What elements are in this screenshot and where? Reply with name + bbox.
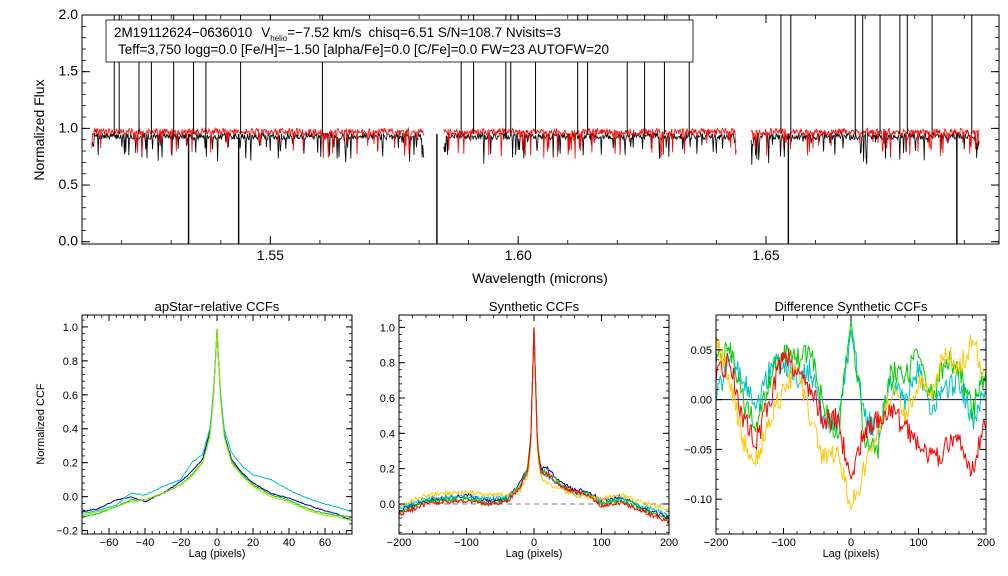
apstar-ccf-ytick-label: 0.2 xyxy=(63,458,78,470)
spectrum-frame xyxy=(81,14,1000,245)
spectrum-xtick-label: 1.55 xyxy=(257,247,284,263)
apstar-ccf-visit-3-line xyxy=(81,328,353,518)
difference-ccf-visit-3-line xyxy=(715,334,987,511)
synthetic-ccf-lines xyxy=(398,327,670,525)
spectrum-ytick-label: 1.0 xyxy=(59,119,79,135)
synthetic-ccf-xtick-label: −100 xyxy=(454,537,479,549)
legend-line-1: 2M19112624−0636010 Vhelio=−7.52 km/s chisq… xyxy=(114,25,561,43)
spectrum-axes: 1.55 1.60 1.65 0.0 0.5 1.0 1.5 2.0 xyxy=(59,6,999,263)
synthetic-ccf-ytick-label: 0.2 xyxy=(380,464,395,476)
difference-ccf-xtick-label: 200 xyxy=(977,537,995,549)
best-fit-model-line-chip-1 xyxy=(91,126,425,158)
apstar-ccf-title: apStar−relative CCFs xyxy=(155,299,280,314)
apstar-ccf-ytick-label: 1.0 xyxy=(63,322,78,334)
apstar-ccf-ytick-label: 0.6 xyxy=(63,390,78,402)
apstar-ccf-lines xyxy=(81,328,353,522)
synthetic-ccf-ytick-label: 0.6 xyxy=(380,393,395,405)
legend-stats: chisq=6.51 S/N=108.7 Nvisits=3 xyxy=(368,25,561,40)
apstar-ccf-y-label: Normalized CCF xyxy=(35,383,47,465)
difference-ccf-visit-4-line xyxy=(715,348,987,480)
apstar-ccf-xtick-label: −60 xyxy=(100,537,119,549)
difference-ccf-ytick-label: 0.00 xyxy=(691,395,712,407)
spectrum-ytick-label: 0.0 xyxy=(59,233,79,249)
legend-v-subscript: helio xyxy=(270,34,287,43)
difference-ccf-xtick-label: −100 xyxy=(771,537,796,549)
synthetic-ccf-ytick-label: 1.0 xyxy=(380,322,395,334)
best-fit-model-line-chip-3 xyxy=(750,127,980,158)
best-fit-model-line-chip-2 xyxy=(443,127,737,159)
apstar-ccf-x-label: Lag (pixels) xyxy=(189,548,246,560)
apstar-ccf-xtick-label: 0 xyxy=(214,537,220,549)
apstar-ccf-visit-4-line xyxy=(81,330,353,521)
synthetic-ccf-ytick-label: 0.0 xyxy=(380,499,395,511)
difference-ccf-axes: −200 −100 0 100 200 −0.10 −0.05 0.00 0.05 xyxy=(684,315,995,549)
spectrum-y-label: Normalized Flux xyxy=(31,79,47,180)
spectrum-ytick-label: 1.5 xyxy=(59,63,79,79)
spectrum-x-label: Wavelength (microns) xyxy=(472,270,608,286)
observed-spectrum-line-chip-2 xyxy=(443,131,737,164)
spectrum-legend: 2M19112624−0636010 Vhelio=−7.52 km/s chisq… xyxy=(105,19,694,63)
difference-ccf-x-label: Lag (pixels) xyxy=(823,548,880,560)
difference-ccf-ytick-label: −0.10 xyxy=(684,494,712,506)
spectrum-ytick-label: 0.5 xyxy=(59,176,79,192)
apstar-ccf-xtick-label: −20 xyxy=(172,537,191,549)
synthetic-ccf-ytick-label: 0.8 xyxy=(380,358,395,370)
synthetic-ccf-xtick-label: 100 xyxy=(592,537,610,549)
apstar-ccf-ytick-label: 0.8 xyxy=(63,356,78,368)
spectrum-xtick-label: 1.65 xyxy=(752,247,779,263)
apstar-ccf-xtick-label: 20 xyxy=(247,537,259,549)
legend-line-2: Teff=3,750 logg=0.0 [Fe/H]=−1.50 [alpha/… xyxy=(118,42,609,57)
synthetic-ccf-xtick-label: −200 xyxy=(387,537,412,549)
synthetic-ccf-xtick-label: 0 xyxy=(531,537,537,549)
synthetic-ccf-x-label: Lag (pixels) xyxy=(506,548,563,560)
difference-ccf-ytick-label: −0.05 xyxy=(684,444,712,456)
apstar-ccf-ytick-label: −0.2 xyxy=(56,526,78,538)
apstar-ccf-ytick-label: 0.0 xyxy=(63,492,78,504)
difference-ccf-title: Difference Synthetic CCFs xyxy=(775,299,928,314)
spectrum-xtick-label: 1.60 xyxy=(505,247,532,263)
difference-ccf-xtick-label: 0 xyxy=(848,537,854,549)
observed-spectrum-line-chip-3 xyxy=(750,131,980,165)
synthetic-ccf-title: Synthetic CCFs xyxy=(489,299,580,314)
synthetic-ccf-ytick-label: 0.4 xyxy=(380,428,395,440)
legend-v-symbol: V xyxy=(261,25,270,40)
apstar-ccf-xtick-label: 40 xyxy=(283,537,295,549)
apstar-ccf-panel: apStar−relative CCFs −60 −40 −20 0 20 40 60 −0.… xyxy=(35,299,353,560)
observed-spectrum-line-chip-1 xyxy=(91,131,425,163)
apstar-ccf-axes: −60 −40 −20 0 20 40 60 −0.2 0.0 0.2 0.4 0.6 0.8 1.0 xyxy=(56,315,352,549)
apstar-ccf-xtick-label: 60 xyxy=(319,537,331,549)
synthetic-ccf-xtick-label: 200 xyxy=(660,537,678,549)
synthetic-ccf-panel: Synthetic CCFs −200 −100 0 100 200 0.0 0.2 0.4 0… xyxy=(380,299,678,560)
difference-ccf-ytick-label: 0.05 xyxy=(691,345,712,357)
spectrum-panel: 1.55 1.60 1.65 0.0 0.5 1.0 1.5 2.0 Wavelength (… xyxy=(31,6,1000,286)
legend-star-id: 2M19112624−0636010 xyxy=(114,25,252,40)
spectrum-ytick-label: 2.0 xyxy=(59,6,79,22)
synthetic-ccf-visit-5-line xyxy=(398,327,670,525)
difference-ccf-xtick-label: −200 xyxy=(704,537,729,549)
synthetic-ccf-axes: −200 −100 0 100 200 0.0 0.2 0.4 0.6 0.8 1.0 xyxy=(380,315,678,549)
legend-v-value: =−7.52 km/s xyxy=(287,25,362,40)
apstar-ccf-ytick-label: 0.4 xyxy=(63,424,78,436)
difference-ccf-visit-1-line xyxy=(715,329,987,438)
legend-box xyxy=(105,19,694,63)
difference-ccf-xtick-label: 100 xyxy=(909,537,927,549)
difference-ccf-panel: Difference Synthetic CCFs −200 −100 0 100 20… xyxy=(684,299,995,560)
apstar-ccf-xtick-label: −40 xyxy=(136,537,155,549)
